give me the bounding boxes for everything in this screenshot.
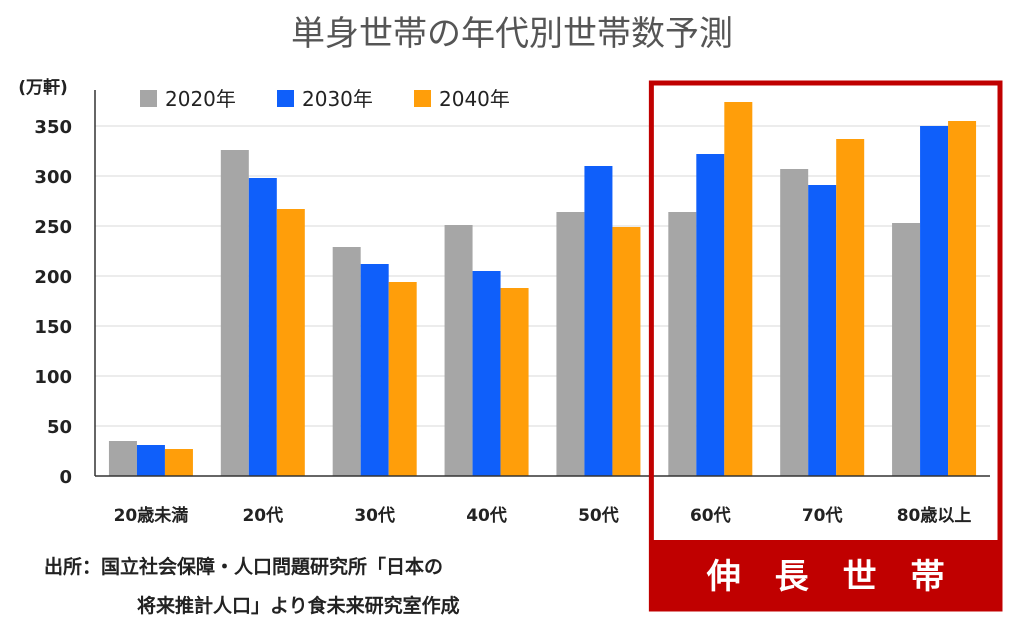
bar-2040年-20代: [276, 209, 305, 476]
bar-2020年-60代: [668, 212, 697, 476]
legend-swatch: [414, 90, 431, 107]
legend-label: 2030年: [302, 87, 373, 111]
source-note-line1: 出所：国立社会保障・人口問題研究所「日本の: [44, 556, 444, 578]
source-note-line2: 将来推計人口」より食未来研究室作成: [137, 595, 460, 617]
bar-2020年-40代: [444, 225, 473, 476]
y-tick-label: 250: [34, 217, 72, 238]
y-tick-label: 100: [34, 367, 72, 388]
bar-2030年-20代: [248, 178, 277, 476]
bar-2030年-30代: [360, 264, 389, 476]
bar-2030年-50代: [584, 166, 613, 476]
y-axis-label: (万軒): [18, 77, 68, 98]
chart-title: 単身世帯の年代別世帯数予測: [291, 14, 733, 54]
x-tick-label: 60代: [690, 505, 731, 526]
x-tick-label: 20歳未満: [114, 505, 189, 526]
legend-swatch: [277, 90, 294, 107]
y-tick-label: 50: [47, 417, 72, 438]
bar-2020年-30代: [332, 247, 361, 476]
legend-label: 2020年: [165, 87, 236, 111]
bar-2040年-80歳以上: [948, 121, 977, 476]
x-tick-label: 30代: [354, 505, 395, 526]
bar-2020年-20代: [220, 150, 249, 476]
y-tick-label: 350: [34, 117, 72, 138]
x-tick-label: 20代: [242, 505, 283, 526]
bar-2030年-20歳未満: [136, 445, 165, 476]
bar-2020年-70代: [780, 169, 809, 476]
x-tick-label: 40代: [466, 505, 507, 526]
bar-2020年-20歳未満: [108, 441, 137, 476]
x-tick-label: 80歳以上: [897, 505, 972, 526]
x-tick-label: 50代: [578, 505, 619, 526]
bar-2040年-70代: [836, 139, 865, 476]
highlight-banner: [651, 540, 1000, 609]
highlight-label: 伸 長 世 帯: [706, 557, 945, 597]
y-tick-label: 0: [59, 467, 72, 488]
bar-2040年-50代: [612, 227, 641, 476]
y-tick-label: 150: [34, 317, 72, 338]
y-tick-label: 300: [34, 167, 72, 188]
x-tick-label: 70代: [802, 505, 843, 526]
bar-2040年-60代: [724, 102, 753, 476]
bar-2040年-20歳未満: [164, 449, 193, 476]
y-tick-label: 200: [34, 267, 72, 288]
legend-swatch: [140, 90, 157, 107]
bar-2030年-80歳以上: [920, 126, 949, 476]
bar-2020年-50代: [556, 212, 585, 476]
bar-2030年-60代: [696, 154, 725, 476]
bar-2020年-80歳以上: [892, 223, 921, 476]
bar-2040年-40代: [500, 288, 529, 476]
legend-label: 2040年: [439, 87, 510, 111]
bar-2040年-30代: [388, 282, 417, 476]
bar-2030年-70代: [808, 185, 837, 476]
bar-2030年-40代: [472, 271, 501, 476]
